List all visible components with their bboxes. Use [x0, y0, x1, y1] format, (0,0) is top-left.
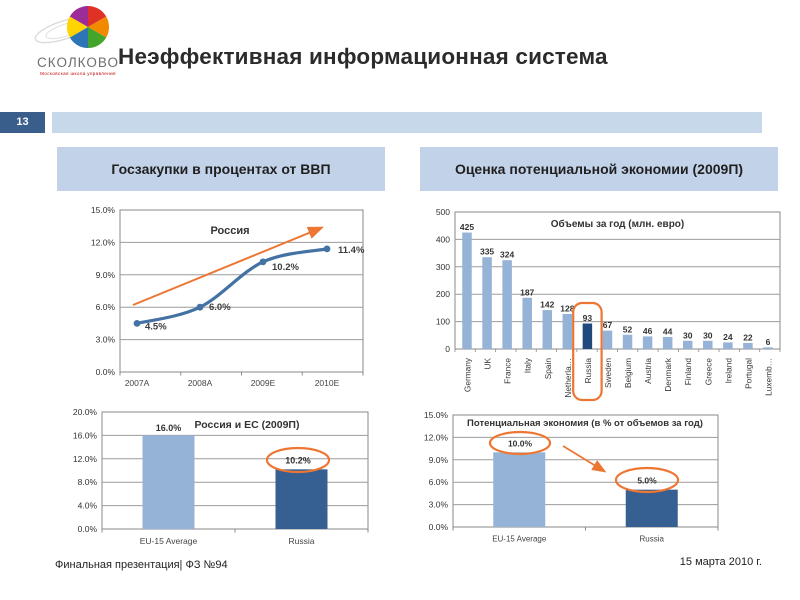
svg-text:Denmark: Denmark: [663, 357, 673, 392]
svg-text:Россия: Россия: [210, 225, 249, 237]
footer-presentation-label: Финальная презентация| ФЗ №94: [55, 559, 228, 571]
svg-text:6.0%: 6.0%: [429, 477, 449, 487]
svg-text:15.0%: 15.0%: [91, 205, 116, 215]
svg-text:16.0%: 16.0%: [73, 430, 98, 440]
svg-text:EU-15 Average: EU-15 Average: [140, 536, 198, 546]
svg-text:Spain: Spain: [543, 358, 553, 380]
svg-text:Россия и ЕС (2009П): Россия и ЕС (2009П): [195, 419, 300, 431]
svg-text:24: 24: [723, 332, 733, 342]
svg-text:142: 142: [540, 300, 554, 310]
svg-text:22: 22: [743, 332, 753, 342]
svg-text:9.0%: 9.0%: [96, 270, 116, 280]
svg-text:6: 6: [766, 337, 771, 347]
slide-number-badge: 13: [0, 112, 45, 133]
svg-text:400: 400: [436, 234, 450, 244]
page-title: Неэффективная информационная система: [118, 44, 608, 69]
title-strip: [52, 112, 762, 133]
logo-brand-text: СКОЛКОВО: [37, 55, 119, 70]
svg-text:Belgium: Belgium: [623, 358, 633, 388]
svg-text:10.2%: 10.2%: [272, 262, 299, 273]
svg-text:12.0%: 12.0%: [91, 237, 116, 247]
svg-text:128: 128: [560, 303, 574, 313]
svg-text:Finland: Finland: [683, 358, 693, 386]
svg-text:Greece: Greece: [703, 358, 713, 386]
svg-text:8.0%: 8.0%: [78, 477, 98, 487]
svg-text:10.0%: 10.0%: [508, 439, 533, 449]
svg-text:46: 46: [643, 326, 653, 336]
svg-text:2009E: 2009E: [251, 378, 276, 388]
svg-text:Ireland: Ireland: [723, 358, 733, 384]
svg-text:France: France: [503, 358, 513, 384]
svg-text:300: 300: [436, 262, 450, 272]
svg-text:Russia: Russia: [640, 535, 665, 544]
svg-text:30: 30: [683, 330, 693, 340]
svg-text:Italy: Italy: [523, 357, 533, 373]
chart-russia-vs-eu-bars: 20.0% 16.0% 12.0% 8.0% 4.0% 0.0% Россия и ЕС (…: [73, 407, 369, 546]
svg-text:187: 187: [520, 287, 534, 297]
chart-potential-savings-bars: 15.0% 12.0% 9.0% 6.0% 3.0% 0.0% Потенциальная …: [424, 410, 719, 544]
chart-gdp-procurement-line: 15.0% 12.0% 9.0% 6.0% 3.0% 0.0% 2007A 2008A 2009…: [91, 205, 365, 388]
svg-text:20.0%: 20.0%: [73, 407, 98, 417]
panel-header-savings: Оценка потенциальной экономии (2009П): [420, 147, 778, 191]
svg-text:0: 0: [445, 344, 450, 354]
svg-text:Luxemb…: Luxemb…: [764, 358, 774, 396]
svg-text:200: 200: [436, 289, 450, 299]
svg-text:67: 67: [603, 320, 613, 330]
svg-text:6.0%: 6.0%: [96, 302, 116, 312]
svg-text:12.0%: 12.0%: [424, 432, 449, 442]
svg-text:0.0%: 0.0%: [78, 524, 98, 534]
svg-text:425: 425: [460, 222, 474, 232]
svg-text:EU-15 Average: EU-15 Average: [492, 535, 547, 544]
svg-text:5.0%: 5.0%: [637, 476, 657, 486]
svg-text:52: 52: [623, 324, 633, 334]
svg-text:11.4%: 11.4%: [338, 245, 365, 256]
svg-text:335: 335: [480, 247, 494, 257]
svg-text:Sweden: Sweden: [603, 358, 613, 388]
svg-text:4.5%: 4.5%: [145, 321, 167, 332]
panel-header-procurement: Госзакупки в процентах от ВВП: [57, 147, 385, 191]
svg-text:93: 93: [583, 313, 593, 323]
svg-text:2008A: 2008A: [188, 378, 213, 388]
svg-text:3.0%: 3.0%: [429, 500, 449, 510]
svg-text:Germany: Germany: [463, 357, 473, 392]
svg-text:16.0%: 16.0%: [156, 423, 182, 433]
svg-text:UK: UK: [483, 358, 493, 370]
svg-text:10.2%: 10.2%: [285, 456, 311, 466]
svg-text:44: 44: [663, 326, 673, 336]
svg-text:0.0%: 0.0%: [429, 522, 449, 532]
chart-savings-by-country-bars: 500 400 300 200 100 0 Объемы за год (млн. евро…: [436, 207, 781, 402]
svg-text:15.0%: 15.0%: [424, 410, 449, 420]
svg-text:2007A: 2007A: [125, 378, 150, 388]
svg-text:Portugal: Portugal: [743, 358, 753, 389]
skolkovo-globe-icon: [34, 5, 110, 49]
svg-text:324: 324: [500, 250, 514, 260]
svg-text:Потенциальная экономия (в % от: Потенциальная экономия (в % от объемов з…: [467, 418, 703, 429]
svg-text:3.0%: 3.0%: [96, 335, 116, 345]
skolkovo-logo: СКОЛКОВО Московская школа управления: [30, 4, 126, 76]
svg-text:500: 500: [436, 207, 450, 217]
svg-text:100: 100: [436, 317, 450, 327]
svg-text:9.0%: 9.0%: [429, 455, 449, 465]
svg-text:30: 30: [703, 330, 713, 340]
footer-date: 15 марта 2010 г.: [679, 556, 762, 568]
svg-text:4.0%: 4.0%: [78, 501, 98, 511]
svg-text:12.0%: 12.0%: [73, 454, 98, 464]
svg-text:Russia: Russia: [583, 358, 593, 384]
svg-text:0.0%: 0.0%: [96, 367, 116, 377]
svg-text:Объемы за год (млн. евро): Объемы за год (млн. евро): [551, 218, 685, 230]
svg-text:Netherla…: Netherla…: [563, 358, 573, 398]
svg-text:2010E: 2010E: [315, 378, 340, 388]
svg-text:Russia: Russia: [289, 536, 315, 546]
svg-text:6.0%: 6.0%: [209, 302, 231, 313]
logo-tagline-text: Московская школа управления: [40, 70, 116, 76]
svg-text:Austria: Austria: [643, 358, 653, 384]
